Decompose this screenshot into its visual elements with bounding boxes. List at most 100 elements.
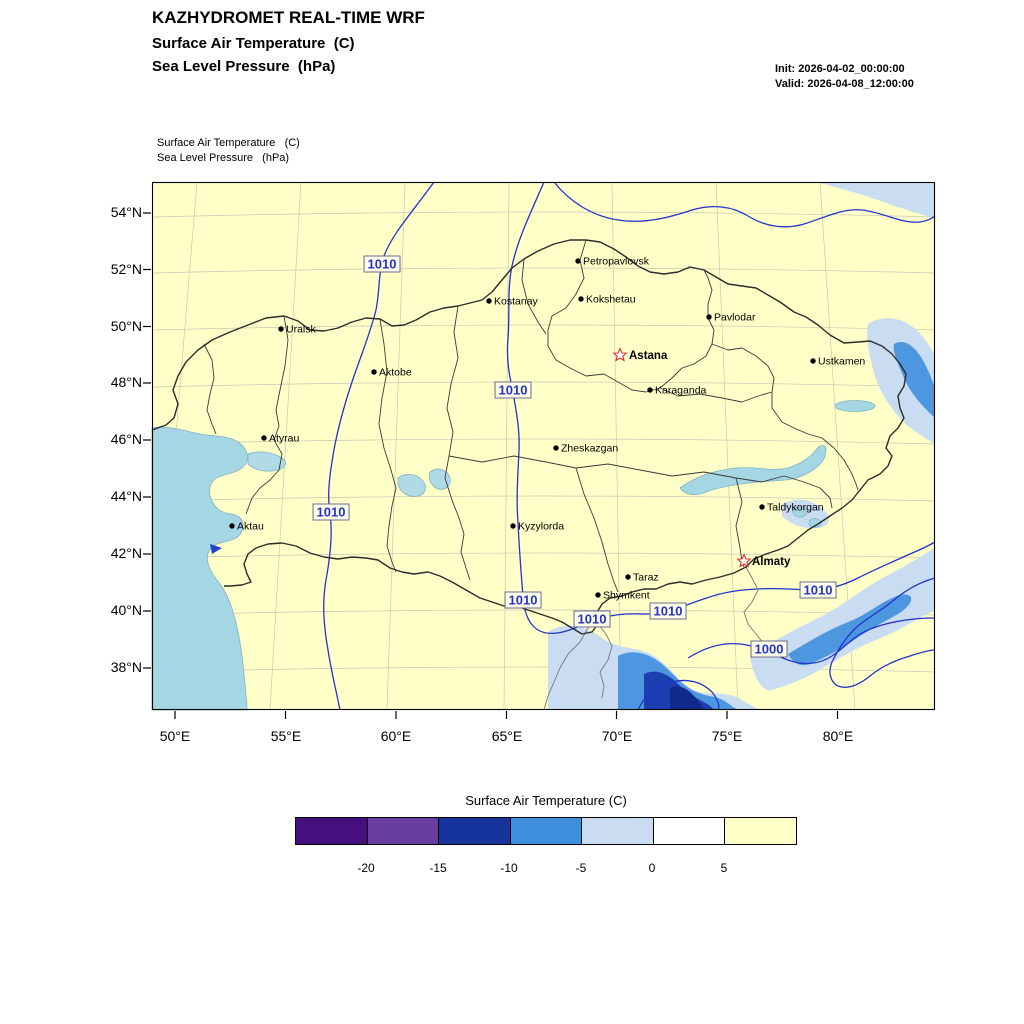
header-title-block: KAZHYDROMET REAL-TIME WRF Surface Air Te…: [152, 8, 425, 75]
city-dot: [553, 445, 559, 451]
colorbar-segment: [367, 818, 440, 844]
city-dot: [810, 358, 816, 364]
colorbar-segment: [510, 818, 583, 844]
city-label: Kokshetau: [586, 294, 636, 306]
valid-time-label: Valid: 2026-04-08_12:00:00: [775, 78, 914, 90]
lon-label: 80°E: [822, 728, 854, 744]
weather-map-svg: Petropavlovsk Kostanay Kokshetau Pavloda…: [143, 181, 936, 719]
city-label: Pavlodar: [714, 312, 756, 324]
city-dot: [625, 574, 631, 580]
city-label: Karaganda: [655, 385, 707, 397]
lat-label: 50°N: [110, 318, 142, 334]
pressure-label: 1010: [649, 602, 687, 620]
colorbar-segment: [725, 818, 797, 844]
country-border: [151, 239, 907, 635]
axis-ticks: [143, 212, 839, 719]
pressure-label: 1010: [312, 503, 350, 521]
city-label: Zheskazgan: [561, 443, 618, 455]
colorbar-title: Surface Air Temperature (C): [465, 793, 627, 808]
water-bodies: [151, 400, 876, 711]
lake-alakol: [792, 506, 808, 518]
lon-label: 70°E: [601, 728, 633, 744]
pressure-label: 1010: [504, 591, 542, 609]
run-times-block: Init: 2026-04-02_00:00:00 Valid: 2026-04…: [775, 62, 914, 92]
pressure-label: 1010: [494, 381, 532, 399]
city-markers: Petropavlovsk Kostanay Kokshetau Pavloda…: [229, 256, 865, 602]
city-label: Aktobe: [379, 367, 412, 379]
colorbar-segment: [439, 818, 511, 844]
capital-label: Almaty: [752, 556, 791, 568]
lat-label: 40°N: [110, 602, 142, 618]
city-label: Uralsk: [286, 324, 317, 336]
city-dot: [371, 369, 377, 375]
colorbar-tick: 5: [720, 861, 728, 875]
city-label: Aktau: [237, 521, 264, 533]
page-subtitle-pressure: Sea Level Pressure (hPa): [152, 58, 336, 75]
lon-label: 50°E: [159, 728, 191, 744]
city-label: Ustkamen: [818, 356, 865, 368]
map-area: Petropavlovsk Kostanay Kokshetau Pavloda…: [111, 181, 936, 744]
city-dot: [647, 387, 653, 393]
city-dot: [510, 523, 516, 529]
lat-label: 52°N: [110, 261, 142, 277]
lake-zaysan: [834, 400, 876, 412]
city-dot: [278, 326, 284, 332]
caspian-sea: [151, 426, 248, 711]
colorbar-tick: -20: [357, 861, 375, 875]
map-frame: [151, 181, 936, 711]
city-dot: [486, 298, 492, 304]
page-subtitle-temperature: Surface Air Temperature (C): [152, 35, 355, 52]
lon-label: 55°E: [270, 728, 302, 744]
city-dot: [706, 314, 712, 320]
lat-label: 42°N: [110, 545, 142, 561]
page-title: KAZHYDROMET REAL-TIME WRF: [152, 8, 425, 27]
colorbar-tick: -5: [575, 861, 587, 875]
city-label: Kostanay: [494, 296, 539, 308]
neighbour-borders: [543, 566, 765, 711]
colorbar-tick: 0: [648, 861, 656, 875]
lat-label: 46°N: [110, 431, 142, 447]
aral-sea-west: [397, 474, 426, 497]
lat-label: 48°N: [110, 374, 142, 390]
field-label-pressure: Sea Level Pressure (hPa): [157, 152, 290, 164]
aral-sea-east: [428, 468, 451, 490]
lon-label: 65°E: [491, 728, 523, 744]
field-labels-block: Surface Air Temperature (C) Sea Level Pr…: [157, 136, 300, 166]
kaydak-bay: [247, 451, 286, 472]
caspian-detail-marker: [210, 544, 222, 554]
pressure-label: 1010: [573, 610, 611, 628]
city-label: Taldykorgan: [767, 502, 824, 514]
city-dot: [595, 592, 601, 598]
capital-label: Astana: [629, 350, 668, 362]
lon-label: 60°E: [380, 728, 412, 744]
colorbar: [295, 817, 797, 845]
field-label-temperature: Surface Air Temperature (C): [157, 137, 300, 149]
city-dot: [261, 435, 267, 441]
city-label: Shymkent: [603, 590, 650, 602]
init-time-label: Init: 2026-04-02_00:00:00: [775, 63, 905, 75]
city-dot: [229, 523, 235, 529]
city-dot: [759, 504, 765, 510]
city-dot: [575, 258, 581, 264]
colorbar-tick: -10: [500, 861, 518, 875]
colorbar-tick: -15: [429, 861, 447, 875]
colorbar-segment: [582, 818, 654, 844]
capital-star-icon: [612, 347, 628, 362]
region-borders: [203, 239, 859, 593]
city-dot: [578, 296, 584, 302]
colorbar-segment: [296, 818, 368, 844]
lat-label: 38°N: [110, 659, 142, 675]
pressure-label: 1000: [750, 640, 788, 658]
lake-sasykkol: [808, 518, 822, 528]
pressure-label: 1010: [363, 255, 401, 273]
lon-label: 75°E: [711, 728, 743, 744]
lat-label: 44°N: [110, 488, 142, 504]
capital-star-icon: [736, 553, 752, 568]
city-label: Kyzylorda: [518, 521, 564, 533]
lake-balkhash: [679, 445, 827, 496]
city-label: Taraz: [633, 572, 659, 584]
colorbar-segment: [653, 818, 726, 844]
city-label: Petropavlovsk: [583, 256, 650, 268]
lat-label: 54°N: [110, 204, 142, 220]
